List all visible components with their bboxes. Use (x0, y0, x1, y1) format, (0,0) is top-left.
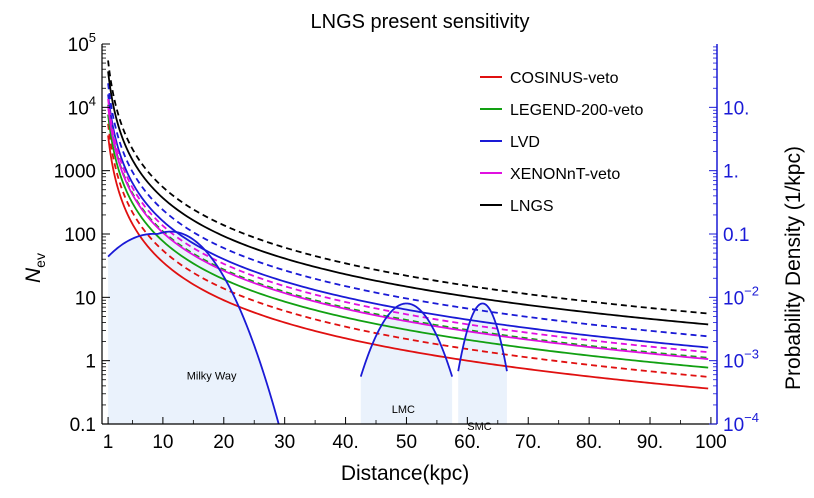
legend: COSINUS-veto LEGEND-200-veto LVD XENONnT-ve… (480, 70, 643, 215)
x-tick-label: 50 (396, 432, 417, 453)
y-right-tick-label: 0.1 (723, 225, 749, 246)
fill-group (108, 231, 507, 424)
x-tick-label: 80. (576, 432, 602, 453)
y-tick-label: 1000 (54, 162, 96, 183)
y-axis-title-right-text: Probability Density (1/kpc) (782, 146, 805, 390)
lmc-label: LMC (392, 404, 415, 416)
region-labels: Milky Way LMC SMC (187, 371, 492, 433)
xenonnt-veto-dashed-curve (107, 98, 709, 354)
y-right-tick-label: 10−2 (723, 283, 759, 309)
x-tick-label: 1 (103, 432, 114, 453)
smc-pdf-curve (457, 302, 508, 372)
milky-way-pdf-curve (107, 230, 280, 424)
y-axis-title-sub: ev (32, 253, 48, 268)
probability-curves (107, 230, 508, 424)
legend-200-veto-solid-curve (107, 114, 709, 369)
y-tick-label: 100 (64, 225, 96, 246)
y-axis-right: 10−4 10−3 10−2 0.1 1. 10. (709, 46, 759, 436)
y-right-tick-label: 10−3 (723, 347, 759, 373)
milky-way-label: Milky Way (187, 371, 237, 383)
milky-way-fill (108, 231, 285, 424)
svg-text:Nev: Nev (22, 253, 48, 283)
y-tick-label: 0.1 (70, 415, 96, 436)
cosinus-veto-dashed-curve (107, 123, 709, 378)
pdf-group (107, 230, 508, 424)
y-tick-label: 1 (85, 352, 96, 373)
event-curves (107, 60, 709, 390)
y-tick-label: 105 (68, 30, 96, 56)
y-tick-label: 104 (68, 93, 96, 119)
x-tick-label: 30 (274, 432, 295, 453)
y-right-tick-label: 10. (723, 98, 749, 119)
lvd-dashed-curve (107, 83, 709, 338)
x-tick-label: 90. (637, 432, 663, 453)
x-tick-label: 70. (515, 432, 541, 453)
legend-200-veto-dashed-curve (107, 104, 709, 359)
curve-group (107, 60, 709, 390)
y-axis-title-right: Probability Density (1/kpc) (782, 146, 805, 390)
legend-label-lngs: LNGS (510, 198, 554, 215)
lngs-dashed-curve (107, 60, 709, 315)
cosinus-veto-solid-curve (107, 135, 709, 390)
y-axis-title-left: Nev (22, 253, 48, 283)
legend-label-legend-200-veto: LEGEND-200-veto (510, 102, 643, 119)
x-tick-label: 10 (152, 432, 173, 453)
legend-label-lvd: LVD (510, 134, 540, 151)
y-axis-title-main: N (22, 267, 45, 283)
x-tick-label: 60. (454, 432, 480, 453)
y-right-tick-label: 1. (723, 162, 739, 183)
x-axis: 1 10 20 30 40. 50 60. 70. 80. 90. 100 (103, 417, 727, 453)
legend-label-cosinus-veto: COSINUS-veto (510, 70, 619, 87)
y-axis-left: 0.1 1 10 100 1000 104 105 (54, 30, 110, 436)
y-tick-label: 10 (75, 288, 96, 309)
legend-label-xenonnt-veto: XENONnT-veto (510, 166, 620, 183)
xenonnt-veto-solid-curve (107, 105, 709, 360)
chart-title: LNGS present sensitivity (311, 11, 530, 33)
x-tick-label: 40. (332, 432, 358, 453)
x-tick-label: 100 (695, 432, 727, 453)
x-tick-label: 20 (213, 432, 234, 453)
x-axis-title: Distance(kpc) (341, 462, 469, 485)
lvd-solid-curve (107, 94, 709, 349)
y-right-tick-label: 10−4 (723, 410, 759, 436)
smc-label: SMC (467, 421, 492, 433)
lmc-pdf-curve (359, 302, 453, 377)
lngs-solid-curve (107, 71, 709, 326)
probability-fills (108, 231, 507, 424)
